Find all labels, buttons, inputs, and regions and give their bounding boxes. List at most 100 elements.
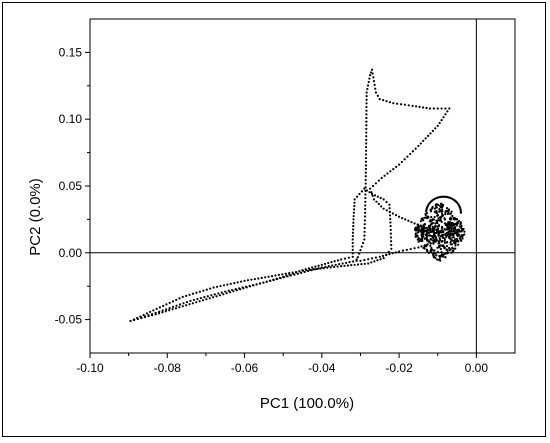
cluster-point (437, 240, 440, 243)
data-point (231, 288, 234, 292)
data-point (442, 116, 445, 119)
data-point (205, 288, 208, 291)
data-point (185, 300, 189, 304)
cluster-point (438, 244, 441, 247)
data-point (418, 105, 421, 109)
data-point (294, 270, 298, 274)
data-point (226, 283, 229, 286)
data-point (359, 249, 362, 252)
data-point (291, 271, 294, 274)
data-point (305, 269, 308, 272)
data-point (265, 280, 268, 283)
x-tick-label: -0.02 (385, 361, 413, 375)
cluster-point (440, 254, 444, 257)
data-point (143, 315, 147, 318)
cluster-point (445, 244, 449, 248)
data-point (348, 261, 351, 264)
data-point (368, 77, 371, 80)
data-point (185, 294, 188, 297)
data-point (425, 106, 428, 110)
data-point (162, 304, 165, 308)
cluster-point (423, 237, 427, 240)
data-point (375, 200, 378, 203)
cluster-point (424, 227, 427, 230)
data-point (364, 200, 367, 203)
data-point (370, 257, 374, 260)
data-point (340, 258, 343, 261)
cluster-point (442, 244, 445, 247)
data-point (365, 127, 368, 131)
x-tick-label: -0.10 (76, 361, 104, 375)
data-point (365, 98, 368, 101)
cluster-point (432, 231, 436, 235)
data-point (374, 87, 377, 90)
data-point (201, 299, 205, 302)
cluster-point (457, 228, 461, 231)
data-point (202, 289, 205, 292)
data-point (380, 176, 383, 180)
cluster-point (425, 236, 428, 239)
cluster-point (448, 236, 451, 240)
data-point (365, 146, 368, 149)
data-point (376, 195, 379, 198)
data-point (158, 310, 161, 313)
data-point (155, 307, 158, 311)
data-point (389, 232, 392, 235)
cluster-point (448, 246, 451, 250)
data-point (403, 103, 406, 106)
cluster-point (414, 235, 417, 238)
cluster-point (439, 255, 442, 258)
data-point (165, 303, 168, 306)
data-point (367, 262, 370, 265)
cluster-point (430, 230, 433, 233)
cluster-point (441, 236, 444, 239)
data-point (389, 217, 392, 221)
cluster-point (452, 234, 455, 237)
data-point (334, 263, 337, 266)
data-point (371, 194, 374, 197)
cluster-point (437, 234, 440, 237)
cluster-point (445, 235, 448, 239)
data-point (378, 98, 381, 101)
data-point (277, 273, 280, 277)
data-point (333, 265, 336, 269)
data-point (178, 303, 182, 306)
cluster-point (414, 232, 417, 235)
cluster-point (443, 247, 446, 250)
cluster-point (449, 229, 453, 232)
cluster-point (439, 216, 442, 219)
data-point (367, 80, 370, 84)
data-point (367, 258, 370, 261)
cluster-point (423, 229, 426, 232)
data-point (373, 260, 376, 263)
cluster-point (455, 237, 459, 241)
cluster-point (447, 209, 450, 213)
cluster-point (428, 228, 431, 231)
data-point (363, 258, 366, 262)
data-point (215, 295, 218, 298)
cluster-point (461, 229, 464, 232)
data-point (396, 102, 399, 105)
data-point (236, 281, 239, 284)
data-point (391, 212, 395, 215)
cluster-point (444, 213, 447, 216)
data-point (370, 192, 374, 196)
cluster-point (423, 247, 426, 250)
data-point (366, 87, 369, 91)
cluster-point (437, 232, 441, 235)
data-point (389, 224, 392, 228)
cluster-point (461, 235, 464, 238)
cluster-point (440, 210, 443, 214)
data-point (227, 289, 230, 292)
data-point (419, 142, 422, 145)
data-point (385, 209, 388, 212)
cluster-point (443, 241, 447, 245)
data-point (365, 116, 368, 120)
cluster-point (449, 248, 452, 251)
data-point (405, 248, 408, 251)
data-point (262, 281, 265, 284)
data-point (364, 164, 368, 167)
cluster-point (444, 211, 447, 214)
cluster-point (460, 224, 463, 228)
data-point (218, 294, 222, 297)
